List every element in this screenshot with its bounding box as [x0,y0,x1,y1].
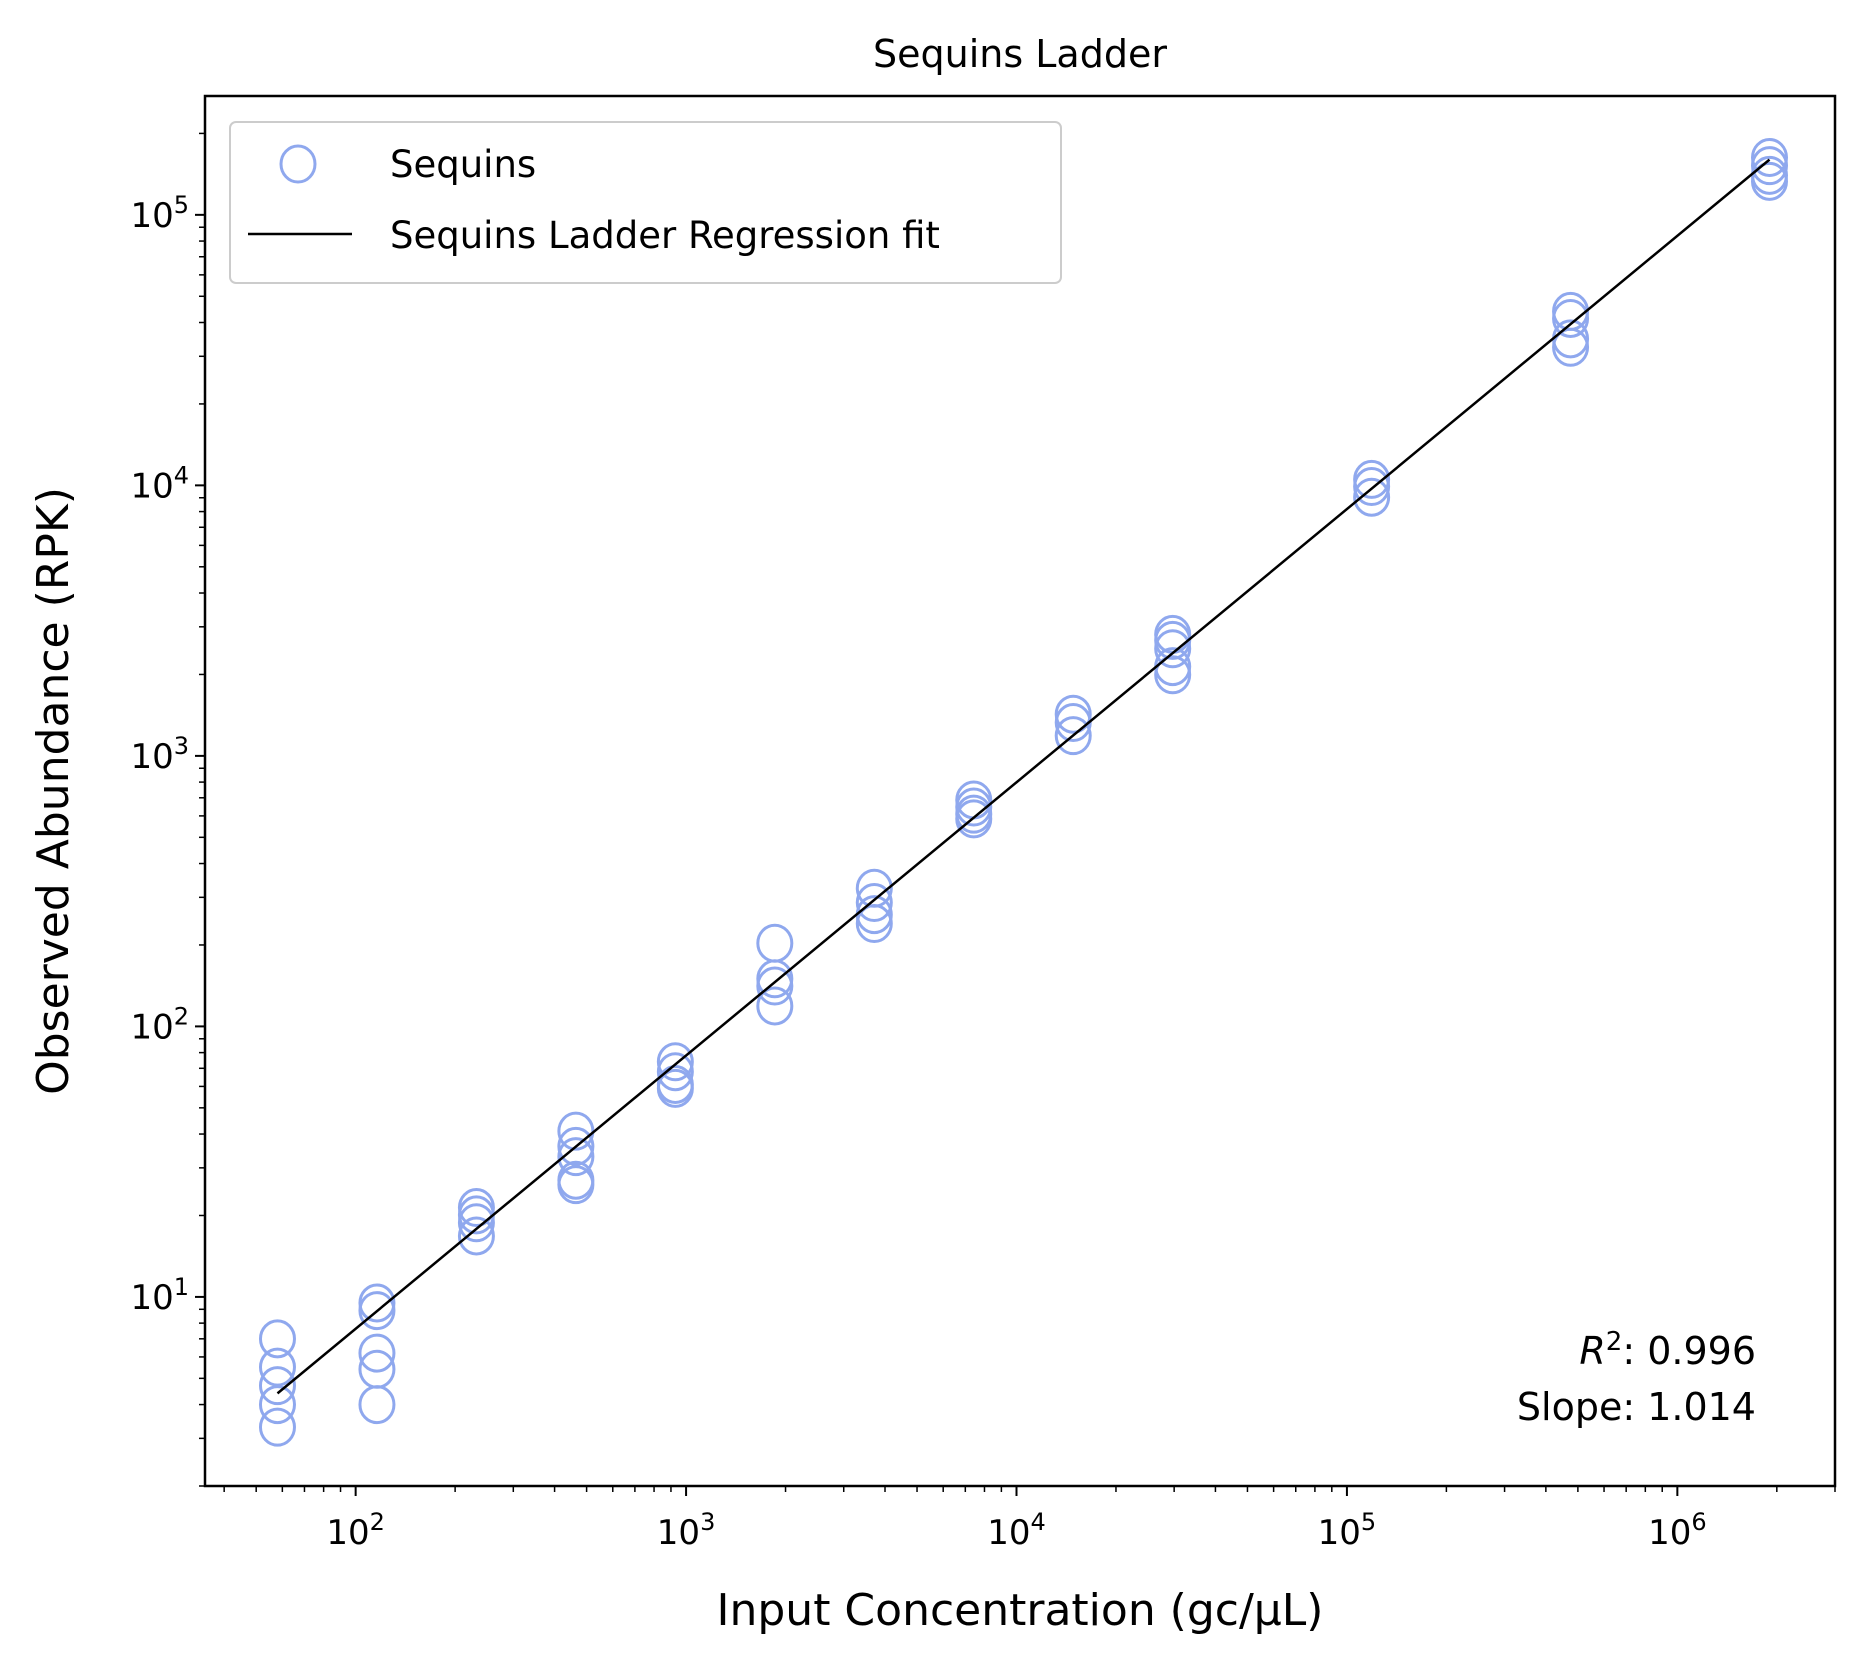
sequins-point [1054,694,1092,734]
sequins-point [1154,655,1192,695]
sequins-point [1552,327,1590,367]
sequins-point [358,1349,396,1389]
y-axis-label: Observed Abundance (RPK) [28,487,79,1095]
y-tick-label: 104 [130,461,189,506]
sequins-point [358,1333,396,1373]
r2-superscript: 2 [1606,1327,1623,1357]
x-tick-label: 103 [657,1508,716,1553]
legend-label-sequins: Sequins [390,143,536,186]
sequins-point [855,904,893,944]
legend-box [229,121,1062,284]
plot-marks [258,137,1788,1447]
sequins-point [756,986,794,1026]
y-tick-label: 101 [130,1273,189,1318]
sequins-point [457,1216,495,1256]
sequins-point [358,1385,396,1425]
sequins-point [258,1385,296,1425]
sequins-point [1552,319,1590,359]
r2-symbol: R [1579,1329,1605,1373]
y-tick-label: 103 [130,732,189,777]
legend-label-regression: Sequins Ladder Regression fit [390,214,940,257]
sequins-point [557,1137,595,1177]
sequins-point [1750,137,1788,177]
sequins-point [557,1126,595,1166]
regression-line [276,158,1771,1395]
sequins-point [358,1283,396,1323]
sequins-point [258,1407,296,1447]
axis-ticks: 102 103 104 105 106 101 102 103 104 105 [130,132,1836,1553]
r-squared-annotation: R2: 0.996 [1579,1327,1756,1373]
x-axis-label: Input Concentration (gc/μL) [717,1585,1324,1636]
sequins-point [756,923,794,963]
y-tick-label: 102 [130,1002,189,1047]
sequins-point [656,1042,694,1082]
sequins-point [1750,146,1788,186]
legend: Sequins Sequins Ladder Regression fit [229,121,1062,284]
x-tick-label: 102 [326,1508,385,1553]
sequins-point [1054,716,1092,756]
sequins-point [1552,298,1590,338]
sequins-point [1353,467,1391,507]
plot-frame [203,94,1837,1488]
x-tick-label: 106 [1648,1508,1707,1553]
sequins-point [656,1052,694,1092]
sequins-point [457,1203,495,1243]
sequins-point [756,966,794,1006]
chart-title: Sequins Ladder [873,32,1167,76]
x-tick-label: 104 [987,1508,1046,1553]
sequins-point [358,1291,396,1331]
sequins-point [258,1366,296,1406]
sequins-point [656,1068,694,1108]
sequins-point [1154,629,1192,669]
sequins-point [258,1319,296,1359]
sequins-point [557,1165,595,1205]
slope-annotation: Slope: 1.014 [1517,1385,1756,1429]
sequins-point [1353,477,1391,517]
y-tick-label: 105 [130,191,189,236]
r2-value: : 0.996 [1622,1329,1756,1373]
sequins-point [955,799,993,839]
x-tick-label: 105 [1318,1508,1377,1553]
sequins-point [1750,161,1788,201]
legend-marker-sequins [279,144,317,184]
sequins-point [855,883,893,923]
